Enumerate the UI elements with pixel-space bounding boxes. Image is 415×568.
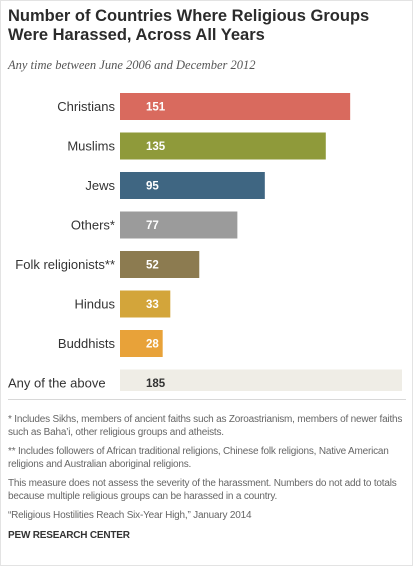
chart-notes: * Includes Sikhs, members of ancient fai… — [8, 414, 410, 549]
bar-chart: Christians 151 Muslims 135 Jews 95 Others* 77 Fo… — [8, 93, 402, 391]
source-citation: “Religious Hostilities Reach Six-Year Hi… — [8, 510, 252, 521]
category-label-jews: Jews — [85, 178, 115, 193]
bar-jews — [120, 172, 265, 199]
bar-christians — [120, 93, 351, 120]
value-label-muslims: 135 — [146, 141, 166, 153]
chart-title: Number of Countries Where Religious Grou… — [8, 7, 370, 44]
bar-any-of-the-above — [120, 369, 402, 391]
value-label-folk-religionists: 52 — [146, 260, 159, 272]
value-label-christians: 151 — [146, 102, 166, 114]
value-label-jews: 95 — [146, 181, 159, 193]
measure-note: This measure does not assess the severit… — [8, 478, 397, 502]
bar-others — [120, 211, 238, 239]
category-label-any-of-the-above: Any of the above — [8, 376, 106, 391]
organization-name: PEW RESEARCH CENTER — [8, 529, 130, 541]
value-label-buddhists: 28 — [146, 339, 159, 351]
category-label-folk-religionists: Folk religionists** — [15, 257, 115, 272]
category-label-hindus: Hindus — [75, 297, 116, 312]
bar-buddhists — [120, 330, 163, 357]
value-label-others: 77 — [146, 220, 159, 232]
bar-hindus — [120, 290, 171, 318]
category-label-christians: Christians — [57, 99, 115, 114]
bar-folk-religionists — [120, 251, 200, 278]
value-label-hindus: 33 — [146, 299, 159, 311]
category-label-others: Others* — [71, 218, 115, 233]
value-label-any-of-the-above: 185 — [146, 378, 166, 390]
category-label-muslims: Muslims — [67, 139, 115, 154]
footnote-others: * Includes Sikhs, members of ancient fai… — [8, 414, 403, 438]
footnote-folk-religionists: ** Includes followers of African traditi… — [8, 446, 389, 470]
bar-muslims — [120, 132, 326, 160]
category-label-buddhists: Buddhists — [58, 336, 116, 351]
chart-subtitle: Any time between June 2006 and December … — [8, 58, 256, 72]
divider — [8, 399, 406, 400]
